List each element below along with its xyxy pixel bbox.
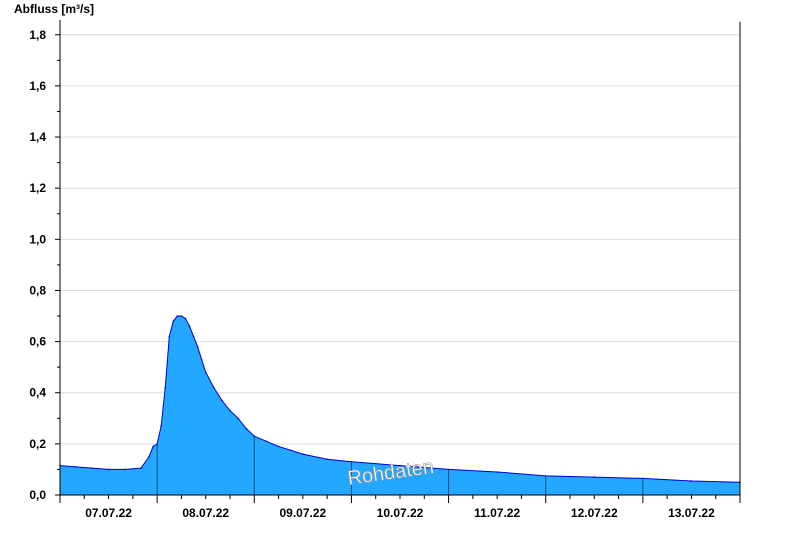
y-tick-label: 0,2 (29, 437, 46, 451)
x-tick-label: 11.07.22 (474, 506, 520, 520)
data-point (152, 445, 154, 448)
data-point (164, 386, 167, 389)
data-point (184, 317, 187, 320)
y-tick-label: 1,8 (29, 28, 46, 42)
data-point (188, 325, 191, 328)
x-tick-label: 09.07.22 (279, 506, 326, 520)
x-tick-label: 13.07.22 (668, 506, 715, 520)
data-point (237, 417, 239, 420)
data-point (176, 315, 179, 317)
x-tick-label: 07.07.22 (85, 506, 132, 520)
data-point (204, 371, 207, 374)
data-point (496, 471, 498, 473)
data-point (91, 467, 94, 469)
data-point (277, 445, 280, 448)
data-point (326, 458, 328, 461)
data-point (229, 409, 231, 412)
data-point (213, 386, 215, 389)
data-point (168, 335, 171, 338)
data-point (107, 468, 110, 471)
y-tick-label: 0,8 (29, 283, 46, 297)
data-point (123, 468, 126, 471)
x-tick-label: 10.07.22 (377, 506, 424, 520)
data-point (265, 440, 268, 443)
x-tick-label: 12.07.22 (571, 506, 618, 520)
data-point (690, 480, 693, 482)
data-point (172, 320, 175, 322)
data-point (160, 425, 162, 427)
data-point (200, 358, 203, 361)
data-point (245, 427, 247, 430)
data-point (302, 453, 304, 455)
y-tick-label: 0,6 (29, 335, 46, 349)
data-point (196, 345, 199, 348)
x-tick-label: 08.07.22 (182, 506, 229, 520)
y-tick-label: 1,0 (29, 232, 46, 246)
data-point (180, 315, 183, 317)
data-point (289, 449, 292, 452)
data-point (192, 335, 195, 338)
data-point (399, 464, 401, 467)
data-series (59, 315, 741, 495)
y-axis-title: Abfluss [m³/s] (14, 2, 94, 16)
data-point (593, 476, 596, 478)
y-axis-ticks: 0,0 0,2 0,4 0,6 0,8 1,0 1,2 1,4 1,6 1,8 (29, 28, 60, 502)
y-tick-label: 0,4 (29, 386, 46, 400)
y-tick-label: 1,4 (29, 130, 46, 144)
grid-lines (60, 34, 740, 445)
area-fill (60, 316, 740, 495)
axes (59, 20, 741, 496)
data-point (140, 467, 142, 469)
data-point (221, 399, 223, 402)
y-tick-label: 0,0 (29, 488, 46, 502)
data-point (148, 455, 150, 458)
y-tick-label: 1,2 (29, 181, 46, 195)
x-axis-ticks: 07.07.22 08.07.22 09.07.22 10.07.22 11.07.22… (59, 495, 741, 520)
y-tick-label: 1,6 (29, 79, 46, 93)
data-point (75, 466, 77, 468)
